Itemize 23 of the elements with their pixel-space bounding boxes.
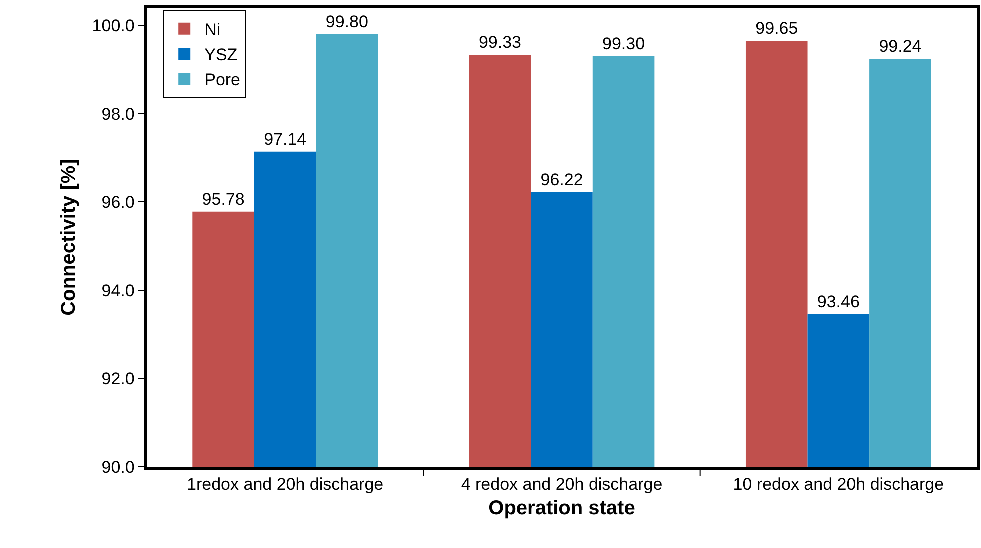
data-label: 99.30 bbox=[602, 34, 646, 54]
legend-label: Ni bbox=[204, 20, 221, 40]
y-tick-label: 98.0 bbox=[102, 104, 135, 124]
data-label: 97.14 bbox=[264, 130, 307, 149]
legend-label: Pore bbox=[204, 70, 241, 90]
y-tick-label: 96.0 bbox=[102, 193, 135, 212]
data-label: 99.33 bbox=[478, 33, 522, 52]
data-label: 93.46 bbox=[817, 292, 860, 312]
data-label: 99.65 bbox=[756, 19, 798, 38]
x-tick-label: 10 redox and 20h discharge bbox=[733, 475, 944, 494]
y-axis-title: Connectivity [%] bbox=[58, 159, 80, 316]
y-tick-label: 94.0 bbox=[102, 281, 135, 300]
legend-label: YSZ bbox=[204, 46, 238, 65]
data-label: 96.22 bbox=[540, 170, 584, 190]
data-label: 99.80 bbox=[326, 12, 368, 32]
data-label: 95.78 bbox=[202, 190, 245, 209]
x-tick-label: 1redox and 20h discharge bbox=[187, 475, 384, 494]
y-tick-label: 100.0 bbox=[92, 16, 135, 36]
x-axis-title: Operation state bbox=[488, 498, 636, 520]
y-tick-label: 90.0 bbox=[102, 458, 135, 477]
data-label: 99.24 bbox=[879, 37, 922, 56]
x-tick-label: 4 redox and 20h discharge bbox=[461, 475, 663, 494]
y-tick-label: 92.0 bbox=[102, 370, 135, 389]
